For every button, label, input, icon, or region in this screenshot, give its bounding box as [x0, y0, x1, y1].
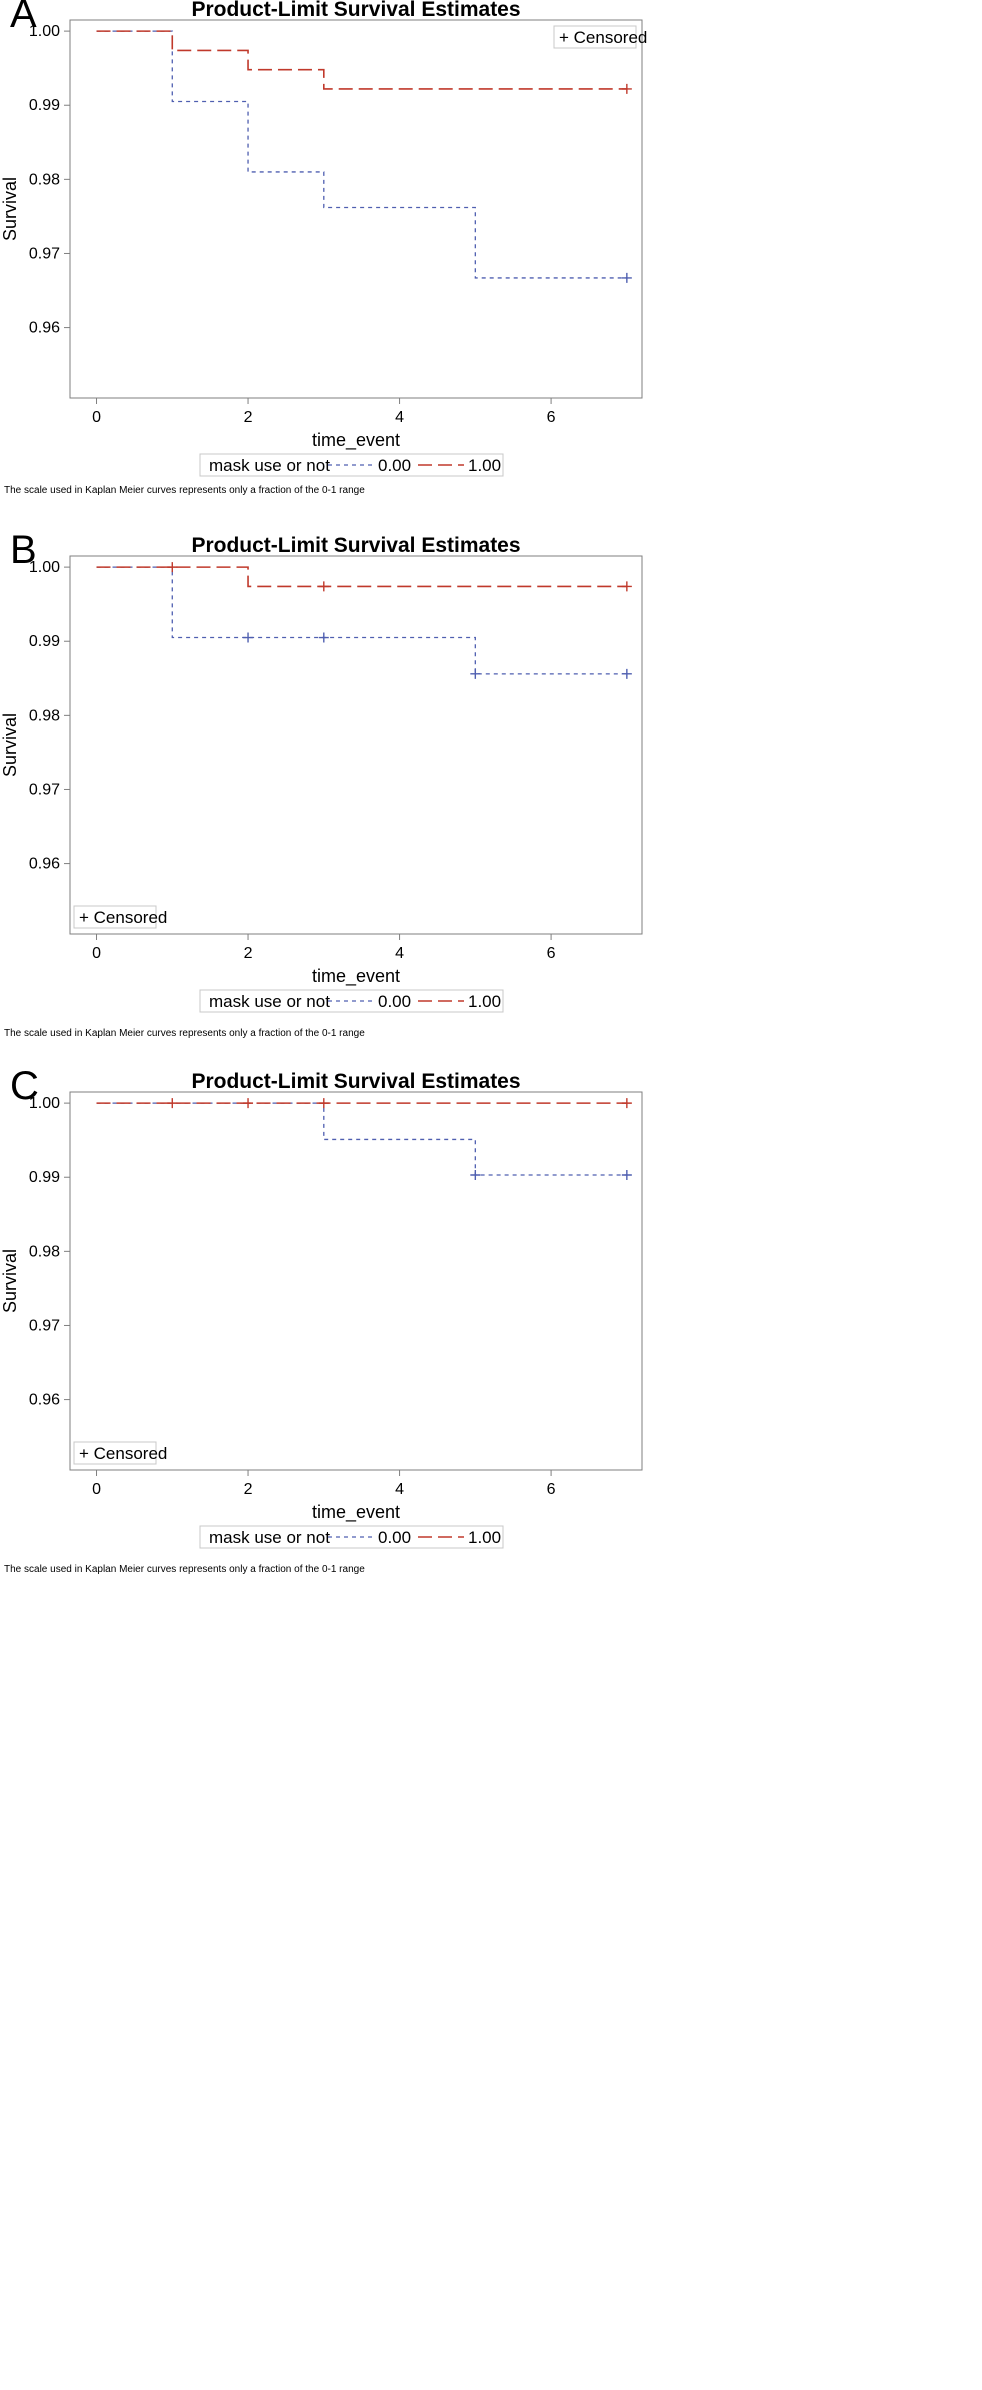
y-axis-label: Survival	[0, 1249, 20, 1313]
censor-mark	[167, 562, 178, 573]
survival-chart: Product-Limit Survival Estimates 1.00 0.99…	[0, 1070, 643, 1549]
y-tick-label: 1.00	[29, 1095, 60, 1112]
series-line-0.00	[96, 566, 627, 675]
censored-legend	[73, 905, 157, 929]
legend-title: mask use or not	[209, 1528, 330, 1547]
x-tick-label: 6	[547, 945, 556, 962]
y-tick-label: 0.97	[29, 781, 60, 798]
censored-legend	[73, 1441, 157, 1465]
survival-chart: Product-Limit Survival Estimates 1.00 0.99…	[0, 534, 643, 1013]
censor-mark	[243, 632, 254, 643]
panel-letter: B	[10, 528, 37, 572]
censor-mark	[621, 1098, 632, 1109]
series-line-1.00	[96, 30, 627, 90]
censor-mark	[470, 1170, 481, 1181]
series-legend	[199, 989, 504, 1013]
censor-mark	[318, 632, 329, 643]
y-tick-label: 0.97	[29, 245, 60, 262]
survival-chart: Product-Limit Survival Estimates 1.00 0.99…	[0, 0, 647, 477]
legend-entry-0: 0.00	[378, 992, 411, 1011]
footnote: The scale used in Kaplan Meier curves re…	[4, 485, 365, 496]
y-tick-label: 0.99	[29, 1169, 60, 1186]
legend-entry-1: 1.00	[468, 1528, 501, 1547]
footnote: The scale used in Kaplan Meier curves re…	[4, 1564, 365, 1575]
y-tick-label: 0.97	[29, 1317, 60, 1334]
censor-mark	[318, 1098, 329, 1109]
x-tick-label: 0	[92, 409, 101, 426]
censor-mark	[621, 581, 632, 592]
censor-mark	[167, 1098, 178, 1109]
chart-title: Product-Limit Survival Estimates	[191, 1070, 520, 1093]
y-tick-label: 0.98	[29, 1243, 60, 1260]
y-axis-label: Survival	[0, 177, 20, 241]
y-tick-label: 0.96	[29, 856, 60, 873]
chart-panel-b: B Product-Limit Survival Estimates 1.00 0.9…	[0, 528, 982, 1072]
series-legend	[199, 453, 504, 477]
chart-panel-c: C Product-Limit Survival Estimates 1.00 0.9…	[0, 1064, 982, 1608]
censor-mark	[621, 272, 632, 283]
chart-panel-a: A Product-Limit Survival Estimates 1.00 0.9…	[0, 0, 982, 536]
x-tick-label: 4	[395, 1481, 404, 1498]
panel-letter: C	[10, 1064, 39, 1108]
legend-entry-1: 1.00	[468, 456, 501, 475]
y-tick-label: 0.98	[29, 171, 60, 188]
legend-entry-0: 0.00	[378, 456, 411, 475]
censor-mark	[621, 83, 632, 94]
censor-mark	[621, 668, 632, 679]
x-axis-label: time_event	[312, 1502, 400, 1523]
censored-legend-label: + Censored	[79, 908, 167, 927]
x-tick-label: 4	[395, 409, 404, 426]
x-tick-label: 4	[395, 945, 404, 962]
plot-frame	[69, 1091, 643, 1471]
x-tick-label: 6	[547, 1481, 556, 1498]
plot-frame	[69, 555, 643, 935]
y-tick-label: 1.00	[29, 559, 60, 576]
x-tick-label: 0	[92, 945, 101, 962]
x-tick-label: 2	[244, 945, 253, 962]
x-tick-label: 0	[92, 1481, 101, 1498]
y-tick-label: 0.99	[29, 97, 60, 114]
series-legend	[199, 1525, 504, 1549]
y-tick-label: 0.96	[29, 320, 60, 337]
series-line-0.00	[96, 30, 627, 279]
series-line-0.00	[96, 1102, 627, 1176]
x-tick-label: 2	[244, 1481, 253, 1498]
legend-title: mask use or not	[209, 992, 330, 1011]
y-tick-label: 0.96	[29, 1392, 60, 1409]
chart-title: Product-Limit Survival Estimates	[191, 0, 520, 21]
legend-title: mask use or not	[209, 456, 330, 475]
legend-entry-1: 1.00	[468, 992, 501, 1011]
censor-mark	[318, 581, 329, 592]
legend-entry-0: 0.00	[378, 1528, 411, 1547]
panel-letter: A	[10, 0, 37, 36]
censored-legend	[553, 25, 637, 49]
censored-legend-label: + Censored	[79, 1444, 167, 1463]
footnote: The scale used in Kaplan Meier curves re…	[4, 1028, 365, 1039]
censor-mark	[470, 668, 481, 679]
censor-mark	[621, 1170, 632, 1181]
y-axis-label: Survival	[0, 713, 20, 777]
chart-title: Product-Limit Survival Estimates	[191, 534, 520, 557]
x-axis-label: time_event	[312, 430, 400, 451]
series-line-1.00	[96, 566, 627, 588]
y-tick-label: 0.99	[29, 633, 60, 650]
y-tick-label: 1.00	[29, 23, 60, 40]
censor-mark	[243, 1098, 254, 1109]
censored-legend-label: + Censored	[559, 28, 647, 47]
x-tick-label: 2	[244, 409, 253, 426]
x-tick-label: 6	[547, 409, 556, 426]
x-axis-label: time_event	[312, 966, 400, 987]
y-tick-label: 0.98	[29, 707, 60, 724]
plot-frame	[69, 19, 643, 399]
